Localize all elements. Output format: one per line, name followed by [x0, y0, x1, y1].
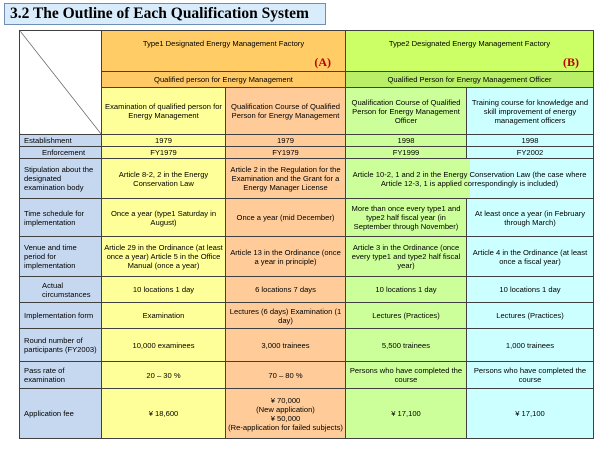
row-label-participants: Round number of participants (FY2003)	[19, 328, 102, 362]
cell: 1998	[466, 134, 594, 147]
type2-title: Type2 Designated Energy Management Facto…	[388, 39, 551, 48]
column-header-2: Qualification Course of Qualified Person…	[225, 87, 346, 135]
cell: 1,000 trainees	[466, 328, 594, 362]
cell: 1979	[225, 134, 346, 147]
table-row: Actual circumstances 10 locations 1 day …	[19, 276, 594, 303]
row-label-form: Implementation form	[19, 302, 102, 329]
cell: Once a year (mid December)	[225, 198, 346, 237]
row-label-schedule: Time schedule for implementation	[19, 198, 102, 237]
table-row: Application fee ¥ 18,600 ¥ 70,000 (New a…	[19, 388, 594, 439]
table-corner-cell	[19, 30, 102, 135]
cell: 5,500 trainees	[345, 328, 467, 362]
cell: Article 10-2, 1 and 2 in the Energy Cons…	[345, 158, 594, 199]
type1-title: Type1 Designated Energy Management Facto…	[142, 39, 305, 48]
cell: Lectures (Practices)	[345, 302, 467, 329]
cell: Article 13 in the Ordinance (once a year…	[225, 236, 346, 277]
cell: FY1979	[225, 146, 346, 159]
type2-qualified-person: Qualified Person for Energy Management O…	[345, 71, 594, 88]
fee-line: ¥ 70,000	[270, 395, 301, 405]
cell: 1979	[101, 134, 226, 147]
column-header-4: Training course for knowledge and skill …	[466, 87, 594, 135]
cell: FY1999	[345, 146, 467, 159]
row-label-enforcement: Enforcement	[19, 146, 102, 159]
cell: Once a year (type1 Saturday in August)	[101, 198, 226, 237]
cell: 3,000 trainees	[225, 328, 346, 362]
cell: 10 locations 1 day	[345, 276, 467, 303]
cell: More than once every type1 and type2 hal…	[345, 198, 467, 237]
table-row: Establishment 1979 1979 1998 1998	[19, 134, 594, 147]
cell: ¥ 17,100	[466, 388, 594, 439]
row-label-stipulation: Stipulation about the designated examina…	[19, 158, 102, 199]
cell: FY2002	[466, 146, 594, 159]
qualification-table: Type1 Designated Energy Management Facto…	[19, 30, 594, 439]
type1-qualified-person: Qualified person for Energy Management	[101, 71, 346, 88]
cell: ¥ 70,000 (New application) ¥ 50,000 (Re-…	[225, 388, 346, 439]
column-header-1: Examination of qualified person for Ener…	[101, 87, 226, 135]
cell: Article 3 in the Ordinance (once every t…	[345, 236, 467, 277]
row-label-actual: Actual circumstances	[19, 276, 102, 303]
cell: 10 locations 1 day	[101, 276, 226, 303]
row-label-venue: Venue and time period for implementation	[19, 236, 102, 277]
fee-line: ¥ 50,000	[270, 413, 301, 423]
cell: 10 locations 1 day	[466, 276, 594, 303]
cell: Article 29 in the Ordinance (at least on…	[101, 236, 226, 277]
table-row: Venue and time period for implementation…	[19, 236, 594, 277]
cell: 70 – 80 %	[225, 361, 346, 389]
column-header-3: Qualification Course of Qualified Person…	[345, 87, 467, 135]
cell: 20 – 30 %	[101, 361, 226, 389]
table-row: Time schedule for implementation Once a …	[19, 198, 594, 237]
cell: FY1979	[101, 146, 226, 159]
table-row: Enforcement FY1979 FY1979 FY1999 FY2002	[19, 146, 594, 159]
table-row: Implementation form Examination Lectures…	[19, 302, 594, 329]
type2-mark: (B)	[563, 55, 579, 69]
cell: Article 2 in the Regulation for the Exam…	[225, 158, 346, 199]
cell: 10,000 examinees	[101, 328, 226, 362]
cell: ¥ 17,100	[345, 388, 467, 439]
cell: Lectures (Practices)	[466, 302, 594, 329]
page-title: 3.2 The Outline of Each Qualification Sy…	[4, 3, 326, 25]
table-row: Round number of participants (FY2003) 10…	[19, 328, 594, 362]
cell: 6 locations 7 days	[225, 276, 346, 303]
fee-line: (New application)	[256, 404, 315, 414]
cell: Lectures (6 days) Examination (1 day)	[225, 302, 346, 329]
row-label-pass-rate: Pass rate of examination	[19, 361, 102, 389]
cell: At least once a year (in February throug…	[466, 198, 594, 237]
cell: 1998	[345, 134, 467, 147]
table-row: Stipulation about the designated examina…	[19, 158, 594, 199]
cell: Persons who have completed the course	[345, 361, 467, 389]
cell: Article 8-2, 2 in the Energy Conservatio…	[101, 158, 226, 199]
row-label-fee: Application fee	[19, 388, 102, 439]
table-row: Pass rate of examination 20 – 30 % 70 – …	[19, 361, 594, 389]
type2-header: Type2 Designated Energy Management Facto…	[345, 30, 594, 72]
cell: Examination	[101, 302, 226, 329]
fee-line: (Re-application for failed subjects)	[228, 422, 343, 432]
row-label-establishment: Establishment	[19, 134, 102, 147]
cell: Persons who have completed the course	[466, 361, 594, 389]
type1-header: Type1 Designated Energy Management Facto…	[101, 30, 346, 72]
type1-mark: (A)	[314, 55, 331, 69]
cell: Article 4 in the Ordinance (at least onc…	[466, 236, 594, 277]
cell: ¥ 18,600	[101, 388, 226, 439]
